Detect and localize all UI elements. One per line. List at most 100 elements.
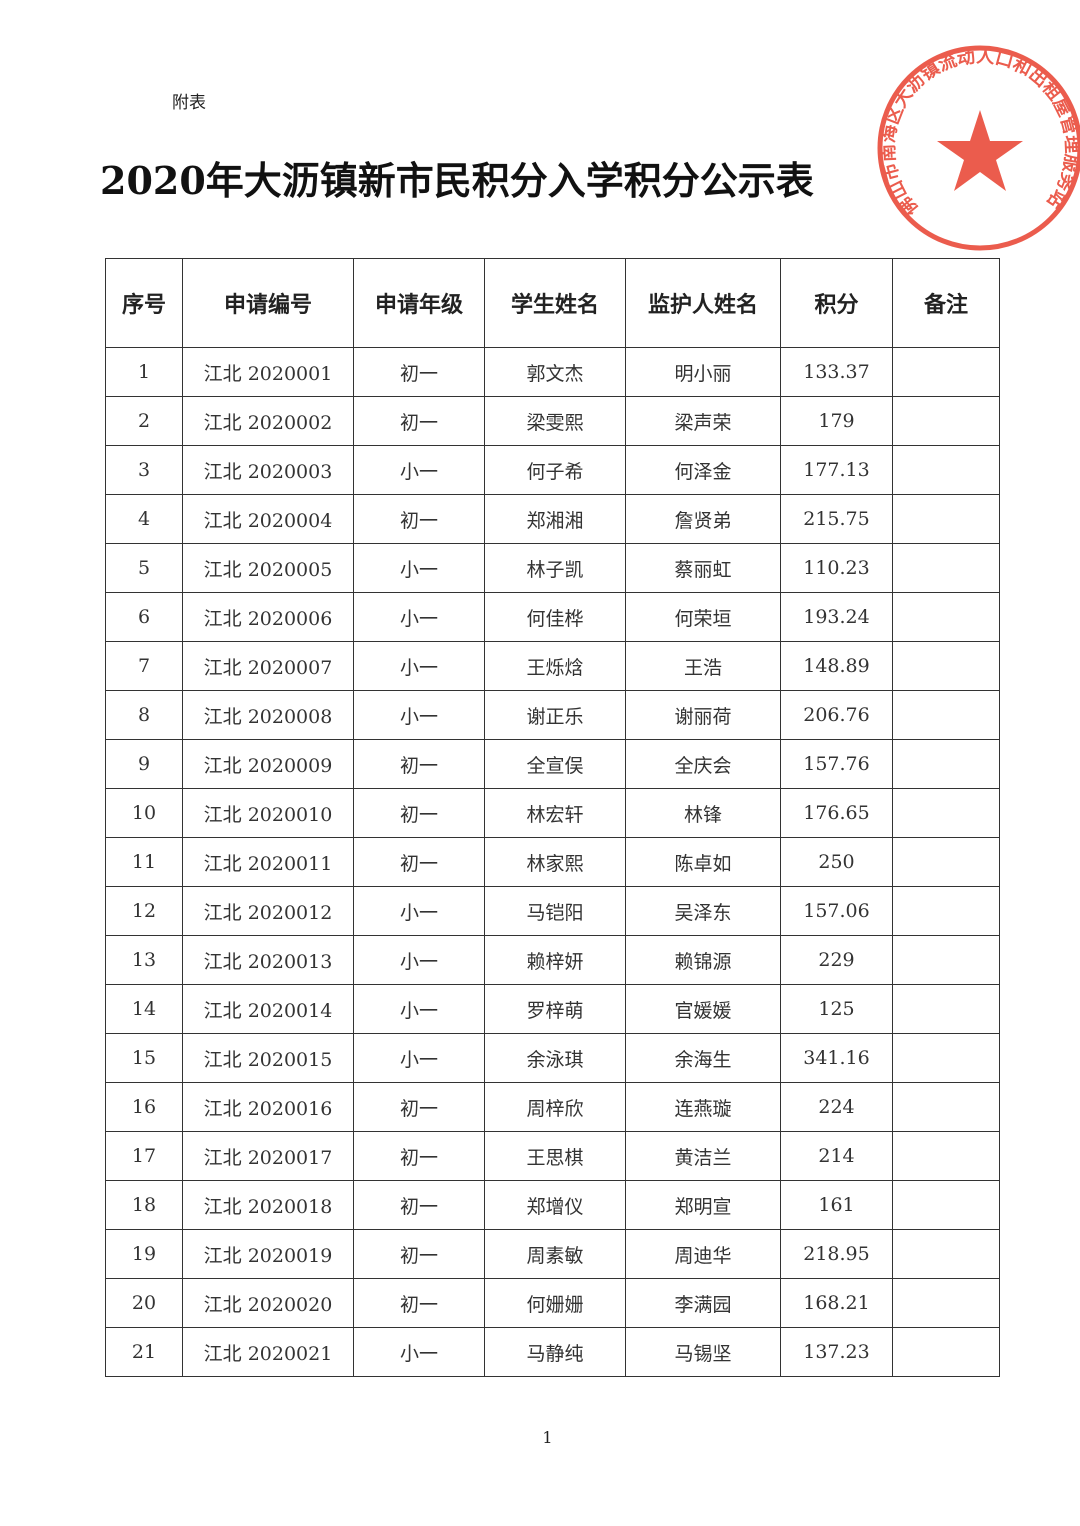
column-header: 申请年级 <box>353 258 485 348</box>
table-cell <box>892 641 1000 691</box>
table-cell: 陈卓如 <box>625 837 781 887</box>
table-cell: 林家熙 <box>484 837 626 887</box>
table-cell <box>892 592 1000 642</box>
table-cell: 初一 <box>353 347 485 397</box>
table-cell: 全宣俣 <box>484 739 626 789</box>
table-row: 20 江北 2020020 初一 何姗姗 李满园 168.21 <box>105 1278 1000 1328</box>
table-cell <box>892 396 1000 446</box>
table-cell: 林锋 <box>625 788 781 838</box>
table-row: 12 江北 2020012 小一 马铠阳 吴泽东 157.06 <box>105 886 1000 936</box>
table-cell: 谢丽荷 <box>625 690 781 740</box>
table-cell: 初一 <box>353 1131 485 1181</box>
table-cell: 江北 2020018 <box>182 1180 354 1230</box>
table-cell: 何荣垣 <box>625 592 781 642</box>
table-cell: 江北 2020017 <box>182 1131 354 1181</box>
table-row: 11 江北 2020011 初一 林家熙 陈卓如 250 <box>105 837 1000 887</box>
column-header: 学生姓名 <box>484 258 626 348</box>
table-cell: 江北 2020021 <box>182 1327 354 1377</box>
table-cell <box>892 1033 1000 1083</box>
table-cell: 218.95 <box>780 1229 893 1279</box>
table-cell: 郑湘湘 <box>484 494 626 544</box>
table-cell: 江北 2020020 <box>182 1278 354 1328</box>
table-cell: 初一 <box>353 788 485 838</box>
table-cell: 江北 2020011 <box>182 837 354 887</box>
table-row: 1 江北 2020001 初一 郭文杰 明小丽 133.37 <box>105 347 1000 397</box>
table-cell: 林子凯 <box>484 543 626 593</box>
table-row: 14 江北 2020014 小一 罗梓萌 官媛媛 125 <box>105 984 1000 1034</box>
table-cell: 江北 2020012 <box>182 886 354 936</box>
table-cell: 小一 <box>353 935 485 985</box>
table-cell <box>892 347 1000 397</box>
table-cell: 王烁焓 <box>484 641 626 691</box>
attachment-label: 附表 <box>172 93 206 113</box>
table-cell: 17 <box>105 1131 183 1181</box>
page-title: 2020年大沥镇新市民积分入学积分公示表 <box>100 158 814 203</box>
table-cell: 李满园 <box>625 1278 781 1328</box>
table-cell: 18 <box>105 1180 183 1230</box>
table-cell <box>892 690 1000 740</box>
table-cell: 21 <box>105 1327 183 1377</box>
table-cell: 19 <box>105 1229 183 1279</box>
table-cell: 179 <box>780 396 893 446</box>
table-cell: 7 <box>105 641 183 691</box>
table-row: 16 江北 2020016 初一 周梓欣 连燕璇 224 <box>105 1082 1000 1132</box>
table-row: 5 江北 2020005 小一 林子凯 蔡丽虹 110.23 <box>105 543 1000 593</box>
table-cell: 157.06 <box>780 886 893 936</box>
table-cell: 初一 <box>353 396 485 446</box>
table-row: 13 江北 2020013 小一 赖梓妍 赖锦源 229 <box>105 935 1000 985</box>
table-cell: 2 <box>105 396 183 446</box>
table-cell: 10 <box>105 788 183 838</box>
table-header-row: 序号 申请编号 申请年级 学生姓名 监护人姓名 积分 备注 <box>105 258 1000 348</box>
table-cell: 小一 <box>353 886 485 936</box>
table-cell: 161 <box>780 1180 893 1230</box>
table-cell: 206.76 <box>780 690 893 740</box>
table-cell: 初一 <box>353 1229 485 1279</box>
table-cell: 15 <box>105 1033 183 1083</box>
table-cell: 周梓欣 <box>484 1082 626 1132</box>
table-cell: 小一 <box>353 592 485 642</box>
table-cell: 215.75 <box>780 494 893 544</box>
table-cell: 马静纯 <box>484 1327 626 1377</box>
table-cell: 梁雯熙 <box>484 396 626 446</box>
column-header: 监护人姓名 <box>625 258 781 348</box>
table-row: 19 江北 2020019 初一 周素敏 周迪华 218.95 <box>105 1229 1000 1279</box>
table-cell: 224 <box>780 1082 893 1132</box>
table-cell: 小一 <box>353 641 485 691</box>
table-cell: 148.89 <box>780 641 893 691</box>
table-cell: 1 <box>105 347 183 397</box>
table-cell: 125 <box>780 984 893 1034</box>
table-cell: 江北 2020005 <box>182 543 354 593</box>
table-cell: 小一 <box>353 984 485 1034</box>
table-cell: 江北 2020013 <box>182 935 354 985</box>
stamp-star-icon <box>937 110 1023 191</box>
table-cell: 江北 2020008 <box>182 690 354 740</box>
table-cell: 168.21 <box>780 1278 893 1328</box>
table-cell <box>892 1327 1000 1377</box>
table-cell: 王思棋 <box>484 1131 626 1181</box>
table-cell: 余泳琪 <box>484 1033 626 1083</box>
table-cell: 江北 2020015 <box>182 1033 354 1083</box>
table-row: 17 江北 2020017 初一 王思棋 黄洁兰 214 <box>105 1131 1000 1181</box>
table-cell: 江北 2020007 <box>182 641 354 691</box>
table-cell <box>892 984 1000 1034</box>
table-cell: 小一 <box>353 1327 485 1377</box>
table-cell: 16 <box>105 1082 183 1132</box>
table-cell: 林宏轩 <box>484 788 626 838</box>
table-cell: 11 <box>105 837 183 887</box>
table-cell: 何佳桦 <box>484 592 626 642</box>
table-cell <box>892 837 1000 887</box>
table-cell: 6 <box>105 592 183 642</box>
table-cell: 4 <box>105 494 183 544</box>
table-cell: 蔡丽虹 <box>625 543 781 593</box>
table-cell: 12 <box>105 886 183 936</box>
table-row: 10 江北 2020010 初一 林宏轩 林锋 176.65 <box>105 788 1000 838</box>
table-cell <box>892 935 1000 985</box>
table-cell: 14 <box>105 984 183 1034</box>
table-cell: 罗梓萌 <box>484 984 626 1034</box>
table-cell: 马锡坚 <box>625 1327 781 1377</box>
table-cell: 初一 <box>353 837 485 887</box>
table-cell: 250 <box>780 837 893 887</box>
table-cell: 110.23 <box>780 543 893 593</box>
table-cell <box>892 1229 1000 1279</box>
table-cell: 193.24 <box>780 592 893 642</box>
